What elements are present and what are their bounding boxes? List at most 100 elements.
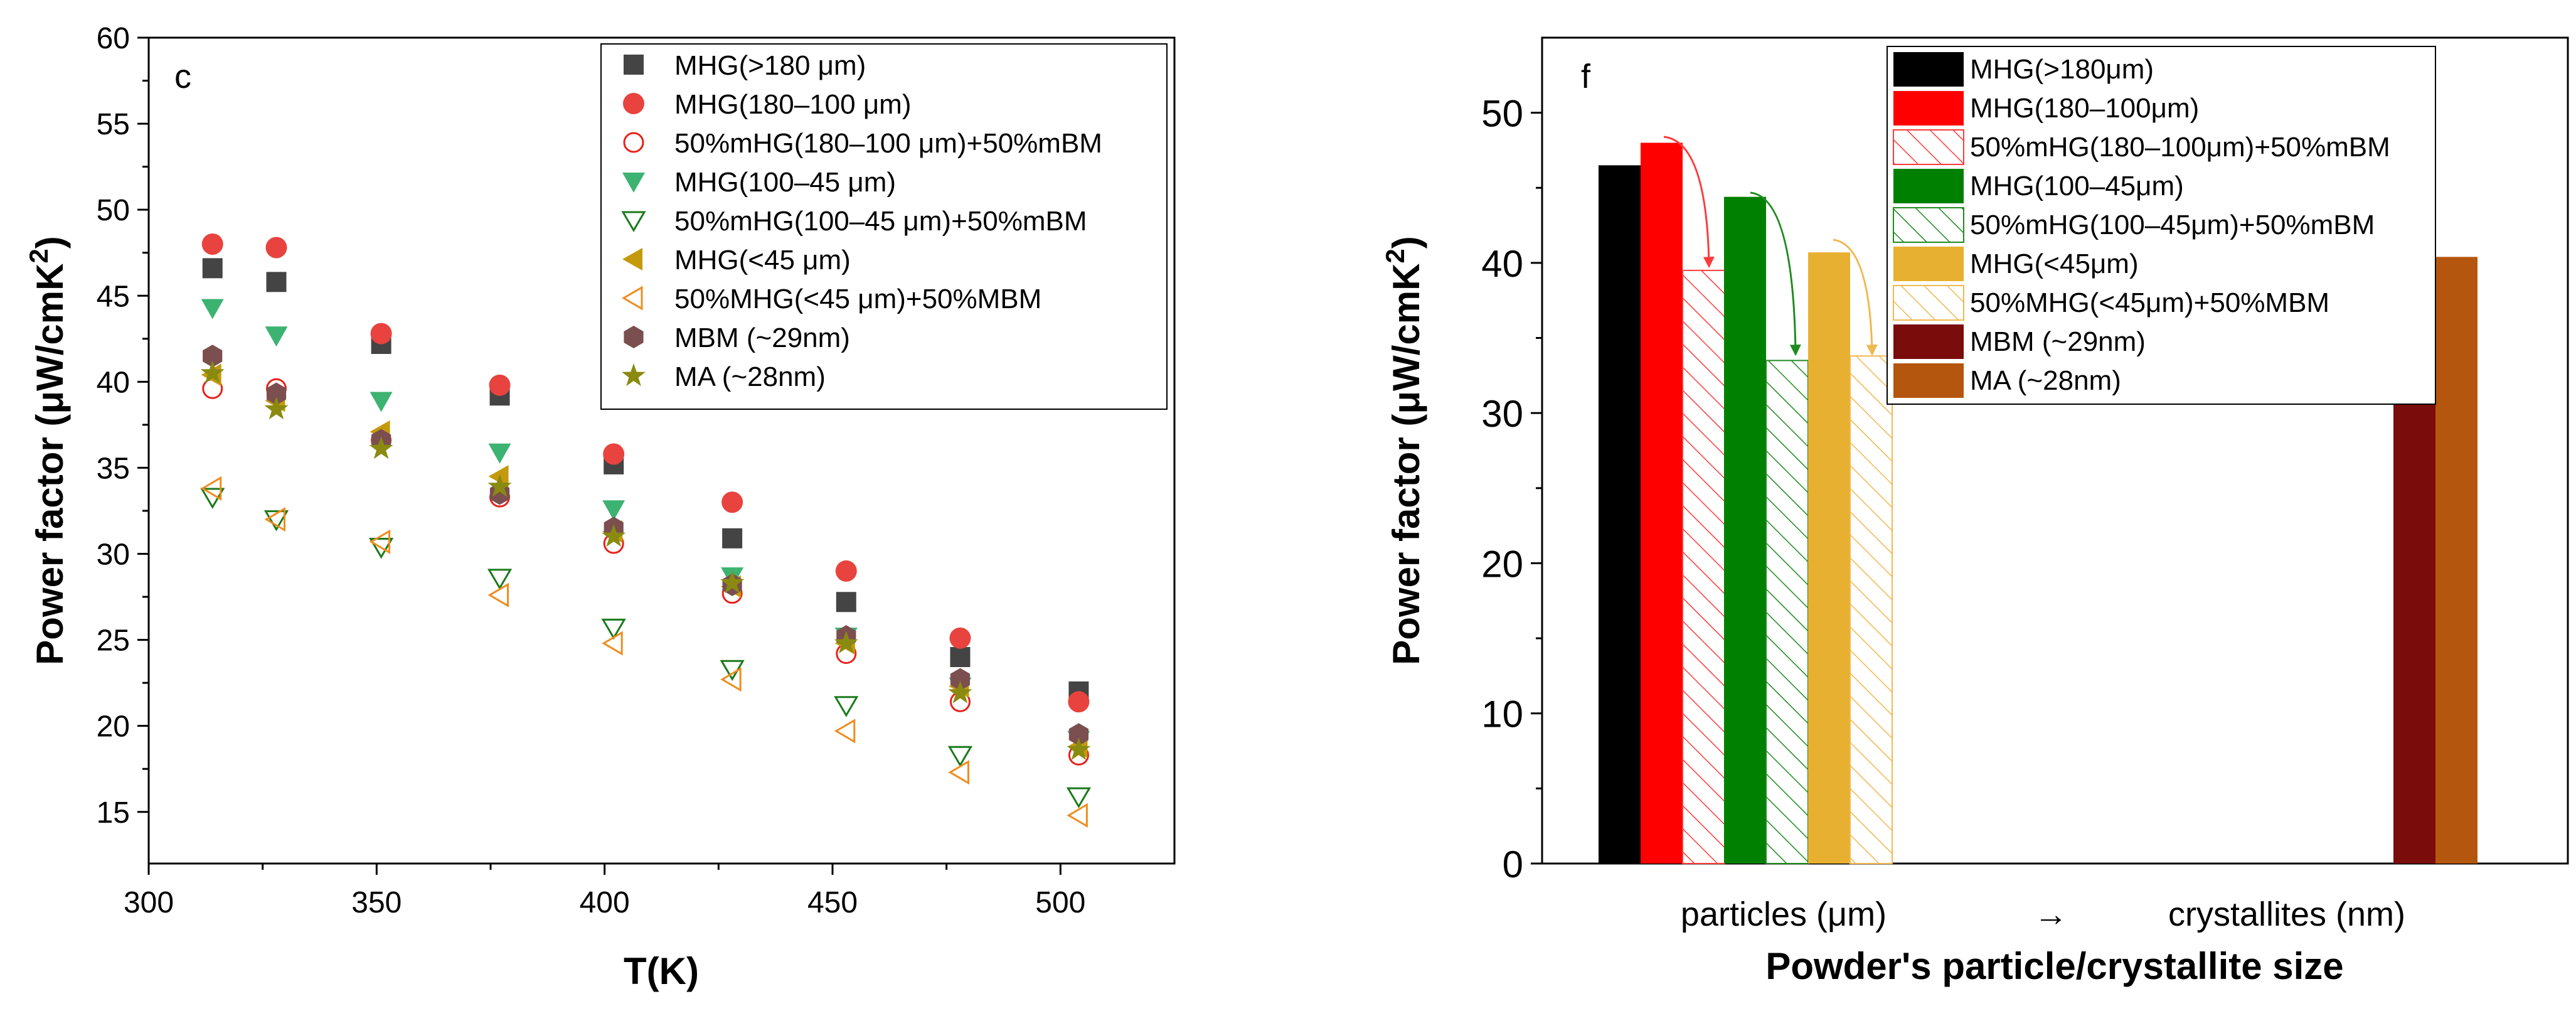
- panel-f-legend: MHG(>180μm) MHG(180–100μm) 50%mHG(180–100μ…: [1887, 46, 2436, 405]
- panel-f-bar-2: [1641, 142, 1683, 864]
- panel-c-point-series-9: [720, 570, 745, 594]
- panel-c-legend-frame: [600, 43, 1168, 410]
- panel-f-legend-swatch-6: [1893, 247, 1964, 281]
- panel-c-legend-marker-1: [624, 55, 644, 75]
- panel-c-x-tick-label: 300: [124, 886, 174, 919]
- panel-c-legend-marker-4: [622, 173, 645, 193]
- panel-f-legend-swatch-1: [1893, 52, 1964, 87]
- panel-c-point-series-5: [601, 618, 626, 640]
- panel-c-x-tick-label: 350: [351, 886, 402, 919]
- panel-c-point-series-5: [1066, 787, 1092, 809]
- panel-f-bar-3: [1682, 269, 1725, 864]
- panel-f-legend-label-2: MHG(180–100μm): [1970, 93, 2199, 124]
- panel-c-point-series-7: [720, 667, 742, 692]
- panel-c-point-series-8: [1068, 723, 1088, 746]
- panel-c-point-series-7: [1067, 803, 1088, 828]
- panel-c-point-series-5: [263, 510, 289, 532]
- panel-c-x-axis-title: T(K): [624, 950, 699, 992]
- panel-f-legend-label-4: MHG(100–45μm): [1970, 171, 2184, 201]
- panel-c-point-series-2: [489, 374, 511, 396]
- crystallites-group-label: crystallites (nm): [2168, 896, 2405, 933]
- panel-c-point-series-1: [722, 528, 743, 548]
- panel-c-legend-label-1: MHG(>180 μm): [674, 50, 866, 81]
- panel-c-legend-label-7: 50%MHG(<45 μm)+50%MBM: [674, 284, 1041, 314]
- panel-c-axes: 300 350 400 450 500 15 20 25 30 35 40 45 50 55 60: [97, 22, 1086, 919]
- panel-c-point-series-5: [947, 746, 973, 768]
- panel-c-legend-marker-7: [622, 286, 643, 311]
- panel-f-y-axis-title: Power factor (μW/cmK2): [1380, 236, 1427, 665]
- panel-f-bar-4: [1724, 196, 1766, 864]
- panel-c-y-tick-label: 50: [97, 194, 130, 227]
- panel-c-scatter-chart: c 300 350 400 450 500 15 20 25 30 35 40 45 50 55 60 T(…: [24, 22, 1176, 992]
- orange-trend-arrow: [1833, 238, 1878, 356]
- panel-f-legend-swatch-8: [1893, 324, 1964, 359]
- panel-c-y-tick-label: 20: [97, 710, 130, 744]
- panel-f-y-tick-label: 30: [1481, 393, 1523, 435]
- panel-f-bar-1: [1599, 165, 1641, 864]
- panel-c-legend-marker-6: [622, 248, 642, 270]
- panel-f-legend-label-3: 50%mHG(180–100μm)+50%mBM: [1970, 132, 2390, 163]
- panel-c-legend-label-4: MHG(100–45 μm): [674, 167, 896, 198]
- red-trend-arrow: [1663, 136, 1715, 269]
- panel-c-legend-marker-3: [623, 132, 644, 153]
- panel-f-legend-label-7: 50%MHG(<45μm)+50%MBM: [1970, 287, 2329, 318]
- panel-c-legend-label-2: MHG(180–100 μm): [674, 89, 911, 120]
- panel-f-y-tick-label: 50: [1481, 93, 1523, 135]
- green-trend-arrow: [1750, 191, 1801, 356]
- panel-f-bar-6: [1808, 252, 1850, 864]
- panel-c-point-series-5: [834, 696, 859, 717]
- panel-c-point-series-5: [487, 569, 513, 590]
- panel-c-y-tick-label: 45: [97, 280, 130, 313]
- panel-c-point-series-9: [602, 524, 626, 547]
- panel-c-point-series-2: [835, 560, 857, 582]
- panel-c-y-tick-label: 60: [97, 22, 130, 55]
- panel-c-point-series-2: [201, 233, 223, 255]
- panel-c-x-tick-label: 400: [580, 886, 630, 919]
- panel-f-legend-label-9: MA (~28nm): [1970, 365, 2121, 396]
- panel-c-point-series-6: [488, 465, 509, 488]
- particles-group-label: particles (μm): [1681, 896, 1887, 933]
- panel-c-label: c: [174, 58, 191, 95]
- panel-c-point-series-4: [265, 326, 288, 347]
- panel-f-legend-label-6: MHG(<45μm): [1970, 249, 2139, 279]
- panel-c-point-series-4: [602, 500, 625, 521]
- panel-f-x-axis-title: Powder's particle/crystallite size: [1765, 945, 2343, 987]
- group-arrow-label: →: [2034, 896, 2068, 933]
- panel-c-point-series-7: [487, 582, 509, 607]
- panel-f-legend-swatch-4: [1893, 169, 1964, 203]
- panel-c-point-series-1: [202, 258, 223, 279]
- panel-f-plot-frame: [1541, 36, 2569, 865]
- panel-c-y-tick-label: 25: [97, 624, 130, 658]
- panel-c-point-series-8: [950, 668, 971, 691]
- panel-c-point-series-7: [834, 719, 856, 744]
- panel-f-legend-label-8: MBM (~29nm): [1970, 326, 2146, 357]
- panel-c-point-series-7: [200, 476, 222, 501]
- panel-f-legend-swatch-9: [1893, 363, 1964, 398]
- panel-c-data-points: [200, 233, 1092, 828]
- panel-c-legend-marker-9: [622, 363, 646, 387]
- panel-c-point-series-4: [201, 299, 224, 319]
- panel-f-axes: 0 10 20 30 40 50: [1481, 93, 1542, 885]
- panel-c-point-series-9: [948, 680, 972, 703]
- panel-c-point-series-9: [487, 474, 512, 497]
- panel-f-legend-swatch-7: [1893, 285, 1964, 321]
- panel-c-point-series-9: [1067, 737, 1091, 761]
- panel-f-bar-chart: f 0 10 20 30 40 50 MHG(>180μm) MHG(180–100μm) 5…: [1380, 36, 2569, 987]
- panel-c-point-series-2: [721, 491, 743, 513]
- panel-c-point-series-4: [488, 443, 511, 464]
- panel-f-y-tick-label: 40: [1481, 243, 1523, 285]
- panel-c-point-series-9: [264, 397, 289, 420]
- panel-f-y-tick-label: 0: [1503, 843, 1523, 885]
- panel-c-point-series-8: [203, 345, 223, 368]
- panel-f-legend-swatch-2: [1893, 91, 1964, 126]
- panel-c-legend-marker-8: [624, 326, 644, 348]
- panel-c-point-series-2: [603, 443, 625, 465]
- panel-c-y-tick-label: 55: [97, 108, 130, 141]
- panel-c-y-tick-label: 40: [97, 366, 130, 399]
- panel-f-bar-9: [2435, 257, 2478, 864]
- panel-c-point-series-2: [949, 627, 971, 649]
- panel-c-x-tick-label: 450: [807, 886, 858, 919]
- panel-c-legend-label-8: MBM (~29nm): [674, 323, 850, 353]
- panel-c-point-series-1: [836, 592, 856, 612]
